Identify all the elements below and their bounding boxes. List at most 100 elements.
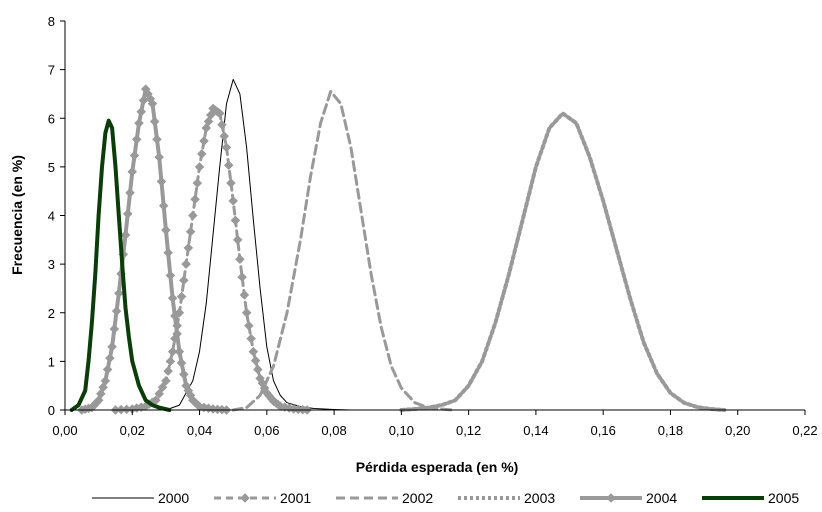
data-point — [104, 353, 115, 363]
data-point — [226, 178, 236, 188]
data-point — [230, 215, 241, 226]
data-point — [161, 225, 171, 235]
data-point — [156, 176, 167, 187]
legend-label: 2000 — [158, 490, 189, 506]
x-tick-label: 0,06 — [254, 423, 279, 438]
data-point — [157, 382, 168, 393]
legend-item-2000: 2000 — [92, 490, 189, 506]
data-point — [163, 247, 174, 258]
data-point — [113, 288, 124, 299]
series-line-2001 — [114, 107, 309, 412]
x-tick-label: 0,16 — [591, 423, 616, 438]
legend-label: 2004 — [646, 490, 677, 506]
data-point — [183, 243, 194, 253]
legend-item-2001: 2001 — [214, 490, 311, 506]
data-point — [120, 230, 131, 240]
data-point — [223, 160, 234, 171]
data-point — [102, 364, 113, 375]
series-line-2002 — [231, 90, 454, 412]
series-2004 — [76, 84, 232, 415]
data-point — [232, 234, 243, 245]
data-point — [178, 275, 189, 286]
legend-marker — [240, 493, 250, 503]
x-tick-label: 0,20 — [725, 423, 750, 438]
data-point — [187, 210, 198, 221]
x-tick-label: 0,04 — [187, 423, 212, 438]
legend-item-2005: 2005 — [702, 490, 799, 506]
data-point — [131, 134, 142, 145]
legend-item-2003: 2003 — [458, 490, 555, 506]
data-point — [239, 290, 250, 300]
data-point — [237, 272, 248, 282]
data-point — [181, 259, 191, 269]
data-point — [161, 375, 171, 386]
series-2002 — [231, 90, 454, 412]
data-point — [149, 116, 160, 127]
y-tick-label: 1 — [48, 354, 55, 369]
data-point — [136, 106, 147, 117]
axes-layer: 0 1 2 3 4 5 6 7 8 0,00 0,02 0,04 0,06 0,08 0,10 0,12 0,1… — [48, 14, 818, 438]
data-point — [174, 346, 185, 357]
series-line-2005 — [69, 118, 172, 412]
data-point — [111, 306, 122, 316]
legend-label: 2002 — [402, 490, 433, 506]
data-point — [129, 150, 140, 161]
data-point — [165, 356, 176, 367]
data-point — [158, 200, 169, 211]
data-point — [217, 119, 227, 130]
data-point — [125, 187, 135, 198]
data-point — [250, 355, 261, 366]
data-point — [192, 178, 203, 188]
series-2001 — [110, 103, 313, 415]
data-point — [127, 166, 138, 177]
data-point — [167, 293, 178, 304]
x-tick-label: 0,00 — [52, 423, 77, 438]
legend-item-2002: 2002 — [336, 490, 433, 506]
legend-item-2004: 2004 — [580, 490, 677, 506]
y-tick-label: 2 — [48, 306, 55, 321]
data-point — [241, 307, 252, 318]
series-2005 — [69, 118, 172, 412]
data-point — [165, 270, 176, 281]
y-tick-label: 3 — [48, 257, 55, 272]
y-tick-label: 0 — [48, 403, 55, 418]
data-point — [100, 375, 111, 386]
data-point — [134, 118, 144, 128]
series-line-2000 — [165, 78, 352, 411]
data-point — [176, 358, 187, 368]
data-point — [235, 254, 245, 265]
series-2003 — [399, 111, 727, 412]
data-point — [107, 341, 117, 352]
data-point — [196, 149, 207, 159]
data-point — [152, 134, 162, 145]
data-point — [185, 226, 196, 237]
x-tick-label: 0,18 — [658, 423, 683, 438]
y-tick-label: 7 — [48, 63, 55, 78]
legend-label: 2005 — [768, 490, 799, 506]
data-point — [170, 311, 180, 321]
data-point — [147, 98, 158, 109]
series-line-2003 — [399, 111, 727, 412]
y-axis-title: Frecuencia (en %) — [9, 155, 25, 275]
data-point — [172, 328, 182, 339]
series-layer — [69, 78, 727, 415]
data-point — [178, 369, 189, 380]
legend-marker — [606, 493, 616, 503]
legend-label: 2003 — [524, 490, 555, 506]
data-point — [190, 194, 200, 205]
data-point — [214, 108, 225, 119]
x-tick-label: 0,14 — [523, 423, 548, 438]
legend-label: 2001 — [280, 490, 311, 506]
data-point — [163, 366, 174, 376]
data-point — [228, 196, 239, 206]
data-point — [176, 291, 187, 302]
data-point — [194, 162, 205, 172]
y-tick-label: 6 — [48, 111, 55, 126]
x-axis-title: Pérdida esperada (en %) — [356, 459, 519, 475]
data-point — [154, 388, 165, 399]
x-tick-label: 0,12 — [456, 423, 481, 438]
data-point — [122, 209, 133, 219]
data-point — [244, 320, 254, 331]
y-tick-label: 5 — [48, 160, 55, 175]
